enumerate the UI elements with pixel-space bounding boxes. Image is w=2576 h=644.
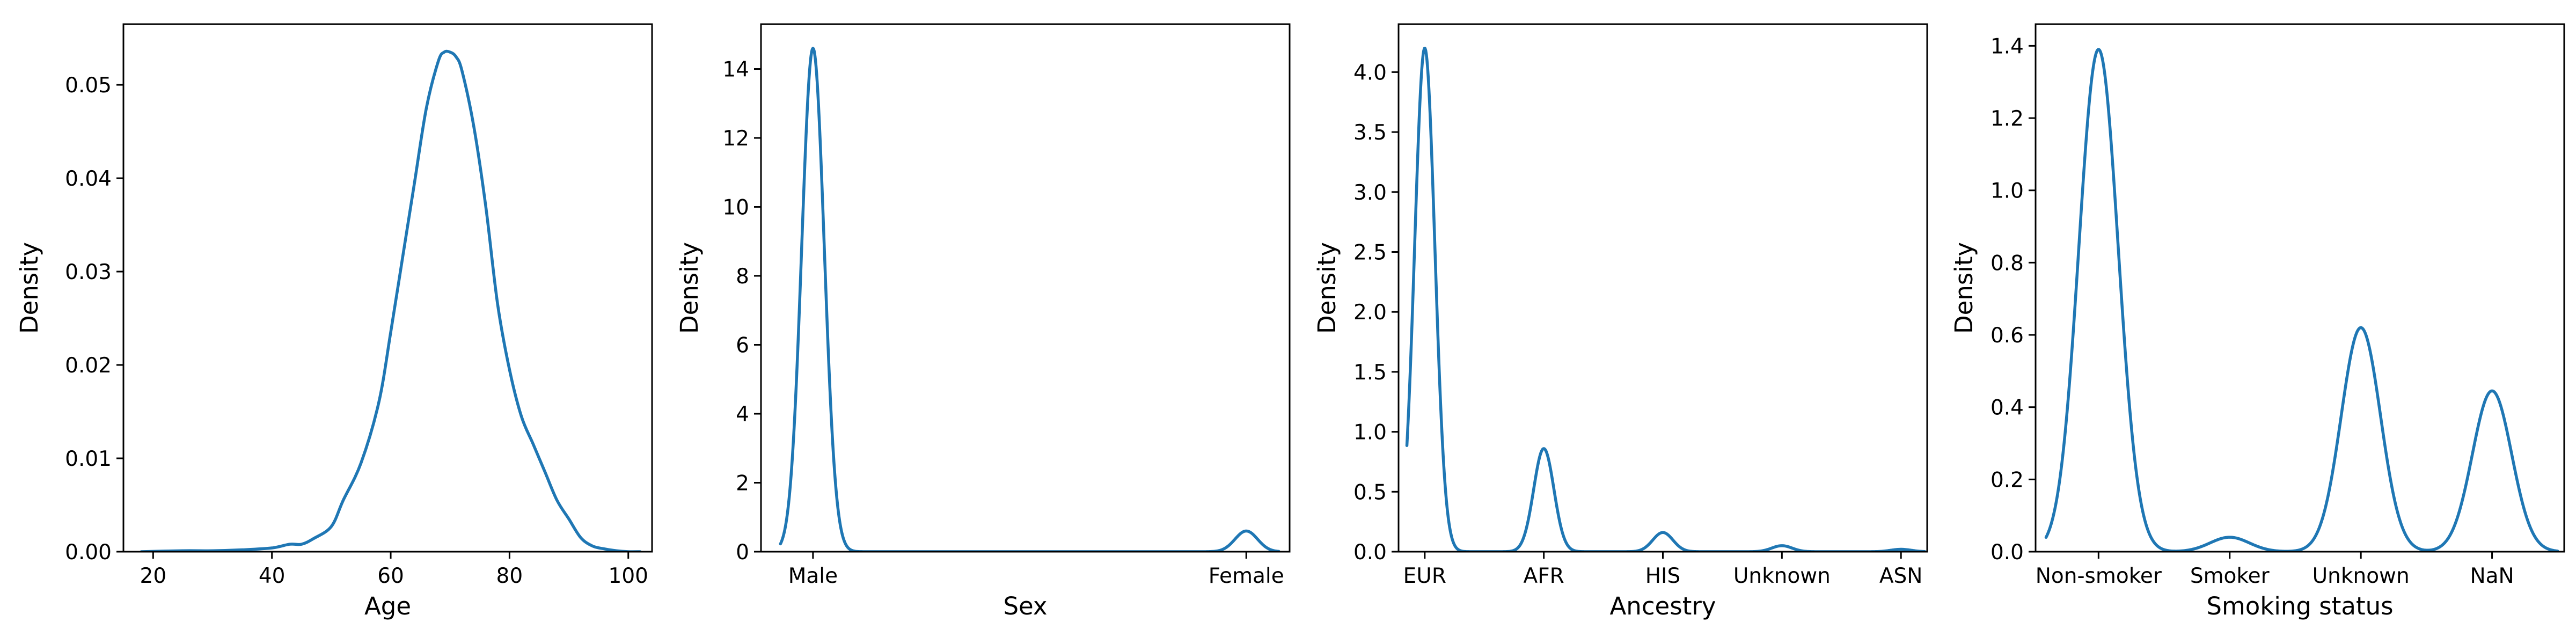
- sex-y-axis-label: Density: [675, 242, 704, 334]
- y-tick-label: 0.8: [1990, 251, 2024, 275]
- y-tick-label: 2.0: [1353, 301, 1387, 325]
- y-tick-label: 3.0: [1353, 181, 1387, 205]
- age-x-axis-label: Age: [364, 592, 411, 620]
- ancestry-x-axis-label: Ancestry: [1610, 592, 1716, 620]
- y-tick-label: 10: [722, 196, 749, 220]
- x-tick-label-his: HIS: [1645, 564, 1681, 588]
- age-density-curve: [140, 49, 642, 552]
- y-tick-label: 1.4: [1990, 34, 2024, 58]
- x-tick-label-female: Female: [1209, 564, 1284, 588]
- x-tick-label-unknown: Unknown: [1733, 564, 1831, 588]
- y-tick-label: 6: [736, 334, 749, 358]
- y-tick-label: 0.04: [65, 167, 112, 191]
- y-tick-label: 0.05: [65, 74, 112, 98]
- x-tick-label-male: Male: [788, 564, 838, 588]
- x-tick-label-afr: AFR: [1524, 564, 1564, 588]
- y-tick-label: 0.01: [65, 447, 112, 471]
- y-tick-label: 1.2: [1990, 107, 2024, 131]
- sex-density-curve: [779, 47, 1280, 552]
- smoking-status-density-curve: [2044, 48, 2559, 552]
- x-tick-label-unknown: Unknown: [2312, 564, 2410, 588]
- smoking-status-density-panel: Non-smoker Smoker Unknown NaN 0.0 0.2 0.4 0.6 0.…: [1950, 23, 2565, 620]
- ancestry-axes-frame: [1397, 23, 1928, 553]
- y-tick-label: 14: [722, 58, 749, 82]
- y-tick-label: 0.2: [1990, 468, 2024, 492]
- age-y-axis-label: Density: [15, 242, 43, 334]
- y-tick-label: 0.03: [65, 260, 112, 284]
- age-axes-frame: [122, 23, 653, 553]
- x-tick-label-non-smoker: Non-smoker: [2036, 564, 2162, 588]
- y-tick-label: 4.0: [1353, 61, 1387, 85]
- y-tick-label: 1.0: [1990, 179, 2024, 203]
- y-tick-label: 0.02: [65, 354, 112, 378]
- y-tick-label: 2.5: [1353, 240, 1387, 265]
- ancestry-y-axis-label: Density: [1313, 242, 1341, 334]
- smoking-status-y-axis-label: Density: [1950, 242, 1978, 334]
- sex-x-axis-label: Sex: [1003, 592, 1047, 620]
- x-tick-label-asn: ASN: [1879, 564, 1923, 588]
- y-tick-label: 1.5: [1353, 361, 1387, 385]
- ancestry-density-panel: EUR AFR HIS Unknown ASN 0.0 0.5 1.0 1.5 2.0 2.5 3.0…: [1313, 23, 1928, 620]
- y-tick-label: 0.4: [1990, 396, 2024, 420]
- age-density-panel: 20 40 60 80 100 0.00 0.01 0.02 0.03 0.04 0.05 Age De…: [15, 23, 653, 620]
- y-tick-label: 4: [736, 402, 749, 427]
- x-tick-label-80: 80: [496, 564, 523, 588]
- y-tick-label: 0: [736, 540, 749, 565]
- smoking-status-axes-frame: [2035, 23, 2565, 553]
- x-tick-label-nan: NaN: [2470, 564, 2514, 588]
- y-tick-label: 0.0: [1990, 540, 2024, 565]
- y-tick-label: 0.0: [1353, 540, 1387, 565]
- x-tick-label-20: 20: [140, 564, 167, 588]
- ancestry-density-curve: [1405, 47, 1927, 552]
- y-tick-label: 0.5: [1353, 480, 1387, 504]
- y-tick-label: 8: [736, 265, 749, 289]
- y-tick-label: 0.00: [65, 540, 112, 565]
- x-tick-label-40: 40: [259, 564, 286, 588]
- y-tick-label: 3.5: [1353, 121, 1387, 145]
- x-tick-label-smoker: Smoker: [2190, 564, 2270, 588]
- x-tick-label-eur: EUR: [1403, 564, 1446, 588]
- sex-axes-frame: [760, 23, 1291, 553]
- y-tick-label: 0.6: [1990, 324, 2024, 348]
- x-tick-label-100: 100: [609, 564, 648, 588]
- y-tick-label: 2: [736, 472, 749, 496]
- sex-density-panel: Male Female 0 2 4 6 8 10 12 14 Sex Density: [675, 23, 1291, 620]
- y-tick-label: 12: [722, 127, 749, 151]
- y-tick-label: 1.0: [1353, 421, 1387, 445]
- smoking-status-x-axis-label: Smoking status: [2206, 592, 2393, 620]
- x-tick-label-60: 60: [377, 564, 404, 588]
